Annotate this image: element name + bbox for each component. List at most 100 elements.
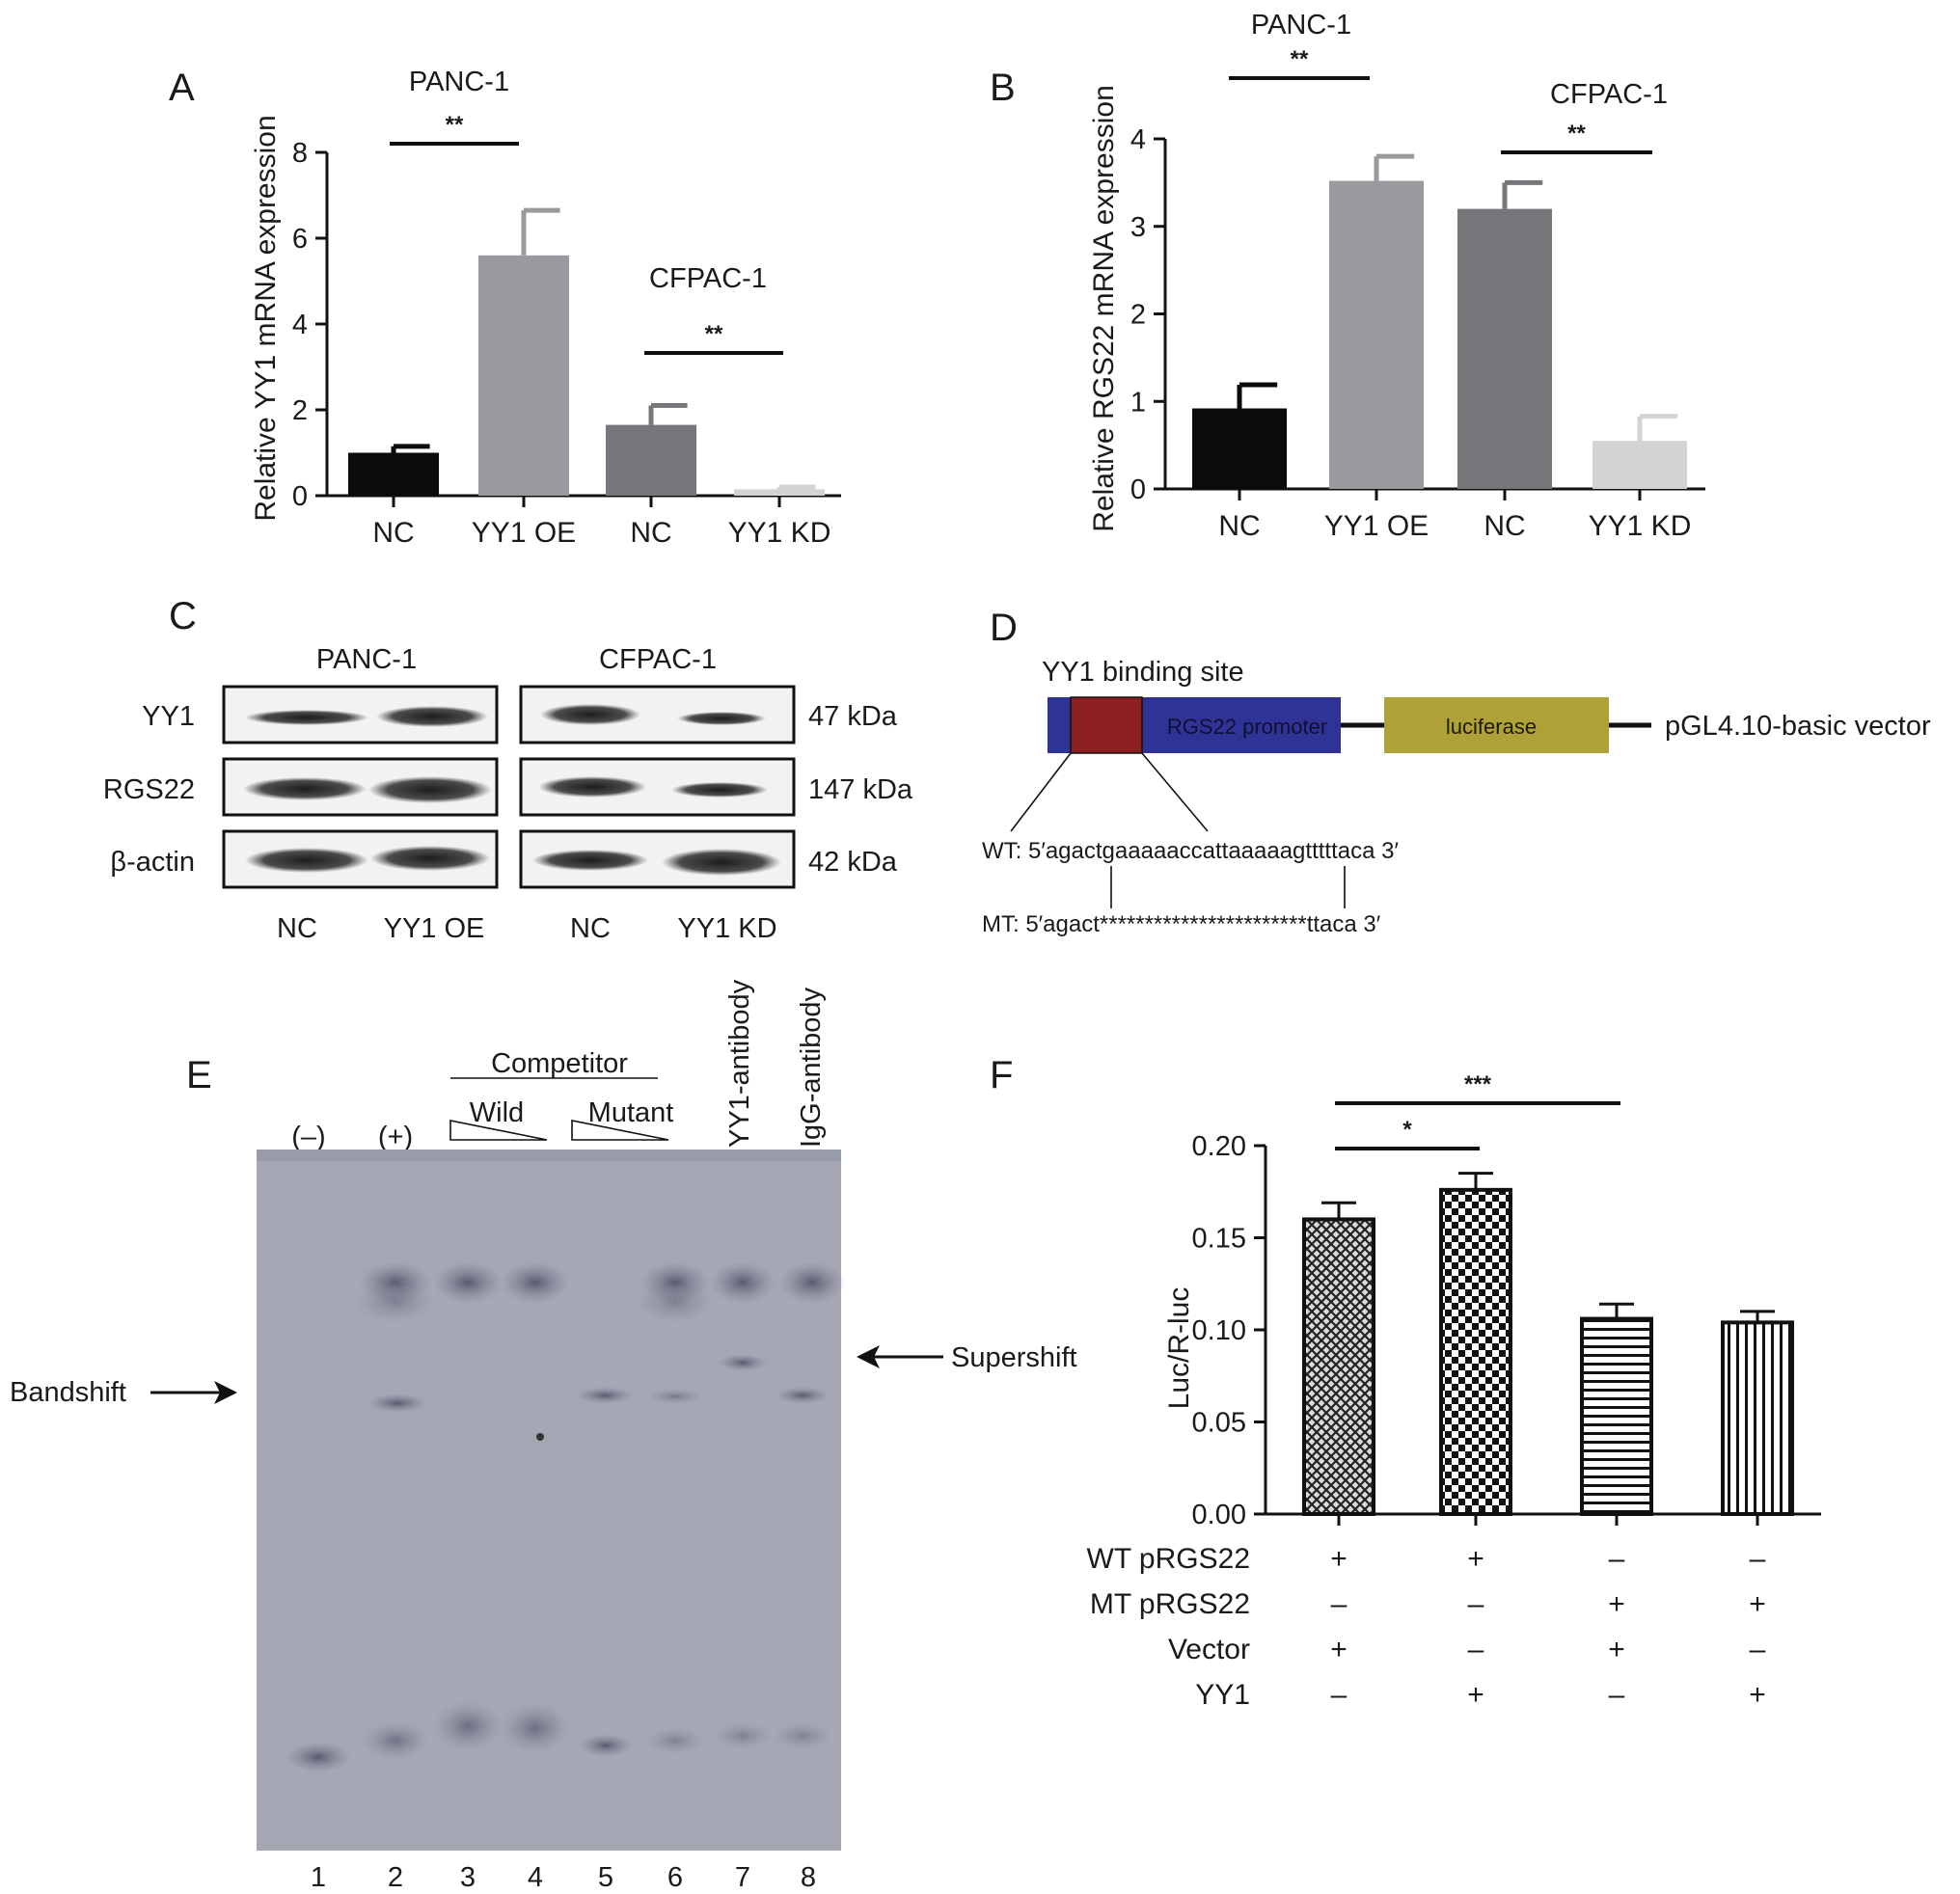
bar xyxy=(1721,1320,1794,1516)
bar xyxy=(734,489,825,496)
panel-b: B Relative RGS22 mRNA expression 0 1 2 3 4 NC… xyxy=(990,10,1705,542)
y-tick-label: 2 xyxy=(292,395,308,426)
x-tick-label: NC xyxy=(1218,510,1260,542)
band-size-label: 42 kDa xyxy=(808,847,898,878)
significance-label: ** xyxy=(1567,121,1586,147)
lane-number: 1 xyxy=(311,1862,326,1893)
panel-letter-f: F xyxy=(990,1054,1013,1096)
gradient-triangle xyxy=(571,1120,669,1141)
promoter-label: RGS22 promoter xyxy=(1167,715,1327,739)
x-tick-label: YY1 OE xyxy=(1324,510,1429,542)
lane-label: NC xyxy=(570,913,611,944)
condition-label: MT pRGS22 xyxy=(1090,1588,1250,1620)
significance-label: * xyxy=(1402,1117,1412,1143)
condition-value: – xyxy=(1331,1679,1348,1711)
plot-area: 0.000.050.100.150.20**** xyxy=(1192,1071,1821,1530)
y-tick-label: 8 xyxy=(292,138,308,169)
lane-number: 5 xyxy=(598,1862,613,1893)
lane-number: 3 xyxy=(460,1862,476,1893)
y-tick-label: 4 xyxy=(292,310,308,340)
condition-value: + xyxy=(1749,1679,1766,1711)
panel-letter-a: A xyxy=(169,67,195,109)
lane-label: YY1 OE xyxy=(384,913,485,944)
bar xyxy=(1439,1187,1512,1516)
panel-letter-c: C xyxy=(169,595,197,637)
group-label: PANC-1 xyxy=(409,67,509,97)
protein-label: RGS22 xyxy=(103,774,195,805)
negative-control-label: (–) xyxy=(291,1122,325,1152)
bar xyxy=(478,255,569,496)
y-tick-label: 6 xyxy=(292,224,308,255)
protein-label: YY1 xyxy=(142,701,195,732)
condition-value: + xyxy=(1330,1634,1348,1665)
bar xyxy=(1580,1316,1653,1517)
y-axis-title: Relative RGS22 mRNA expression xyxy=(1088,85,1120,532)
plot-area: 0 2 4 6 8 NC YY1 OE NC YY1 KD PANC-1 ** CFPAC-1 ** xyxy=(292,67,841,549)
y-tick-label: 0.00 xyxy=(1192,1500,1246,1530)
vector-label: pGL4.10-basic vector xyxy=(1665,711,1931,742)
bar xyxy=(348,452,439,496)
condition-value: – xyxy=(1468,1634,1484,1665)
y-tick-label: 2 xyxy=(1130,300,1146,331)
lane-number: 6 xyxy=(667,1862,683,1893)
y-tick-label: 3 xyxy=(1130,212,1146,243)
y-tick-label: 0.05 xyxy=(1192,1408,1246,1439)
panel-e: E Competitor Wild Mutant (–) (+) YY1-ant… xyxy=(10,979,1077,1893)
lane-number: 7 xyxy=(735,1862,750,1893)
x-tick-label: YY1 KD xyxy=(1589,510,1692,542)
x-tick-label: YY1 OE xyxy=(472,517,576,549)
emsa-gel xyxy=(257,1150,845,1851)
condition-value: + xyxy=(1608,1588,1625,1620)
panel-c: C PANC-1 CFPAC-1 YY1 RGS22 β-actin 47 kD… xyxy=(103,595,913,944)
mutant-label: Mutant xyxy=(588,1097,674,1128)
condition-value: + xyxy=(1467,1679,1484,1711)
lane-label: YY1 KD xyxy=(677,913,776,944)
supershift-arrow xyxy=(857,1345,943,1368)
positive-control-label: (+) xyxy=(378,1122,413,1152)
competitor-label: Competitor xyxy=(491,1048,628,1079)
bandshift-arrow xyxy=(150,1381,237,1404)
condition-value: + xyxy=(1608,1634,1625,1665)
condition-table: WT pRGS22 + + – – MT pRGS22 – – + + Vector + – + – YY1 –… xyxy=(1087,1543,1766,1711)
condition-value: – xyxy=(1750,1543,1766,1575)
supershift-label: Supershift xyxy=(951,1342,1077,1373)
y-tick-label: 0.20 xyxy=(1192,1131,1246,1162)
condition-value: + xyxy=(1749,1588,1766,1620)
plot-area: 0 1 2 3 4 NC YY1 OE NC YY1 KD PANC-1 ** CFPAC-1 ** xyxy=(1130,10,1705,542)
bar xyxy=(606,424,696,496)
bar xyxy=(1192,408,1287,489)
y-tick-label: 1 xyxy=(1130,387,1146,418)
cell-line-label: PANC-1 xyxy=(316,644,417,675)
condition-value: + xyxy=(1467,1543,1484,1575)
panel-d: D YY1 binding site RGS22 promoter lucife… xyxy=(982,607,1931,937)
luciferase-box xyxy=(1384,697,1609,753)
bar xyxy=(1592,441,1687,489)
y-tick-label: 0 xyxy=(1130,474,1146,505)
significance-label: *** xyxy=(1464,1071,1492,1097)
lane-numbers: 1 2 3 4 5 6 7 8 xyxy=(311,1862,816,1893)
y-tick-label: 0.10 xyxy=(1192,1315,1246,1346)
y-axis-title: Luc/R-luc xyxy=(1163,1287,1195,1410)
western-blot xyxy=(222,685,796,889)
condition-value: – xyxy=(1750,1634,1766,1665)
panel-letter-e: E xyxy=(186,1054,212,1096)
y-tick-label: 0.15 xyxy=(1192,1224,1246,1255)
igg-antibody-label: IgG-antibody xyxy=(796,987,827,1148)
luciferase-label: luciferase xyxy=(1446,715,1537,739)
significance-label: ** xyxy=(1291,46,1309,72)
condition-value: – xyxy=(1468,1588,1484,1620)
condition-label: YY1 xyxy=(1195,1679,1250,1711)
lane-number: 8 xyxy=(801,1862,816,1893)
bar xyxy=(1329,180,1424,489)
yy1-antibody-label: YY1-antibody xyxy=(724,979,755,1148)
lane-number: 4 xyxy=(528,1862,543,1893)
bar xyxy=(1457,208,1552,489)
panel-f: F Luc/R-luc 0.000.050.100.150.20**** WT … xyxy=(990,1054,1821,1711)
binding-site-label: YY1 binding site xyxy=(1042,657,1244,688)
x-tick-label: NC xyxy=(1484,510,1525,542)
lane-label: NC xyxy=(277,913,317,944)
bandshift-label: Bandshift xyxy=(10,1377,126,1408)
x-tick-label: NC xyxy=(372,517,414,549)
condition-value: – xyxy=(1609,1543,1625,1575)
y-tick-label: 4 xyxy=(1130,124,1146,155)
